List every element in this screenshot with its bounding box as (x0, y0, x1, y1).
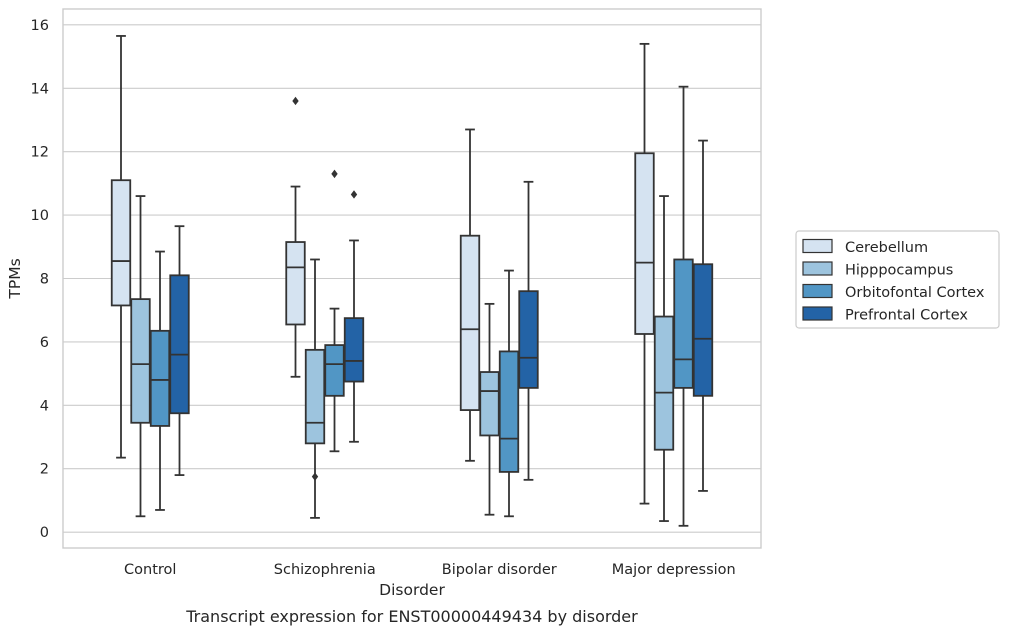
box-body (634, 152, 655, 335)
box (518, 180, 539, 481)
y-tick-label: 2 (40, 462, 49, 478)
box (169, 225, 190, 476)
y-tick-label: 0 (40, 525, 49, 541)
box-body (304, 348, 326, 445)
box (110, 35, 132, 459)
y-tick-labels: 0 2 4 6 8 10 12 14 16 (31, 18, 49, 541)
box (692, 139, 714, 492)
x-tick-labels: Control Schizophrenia Bipolar disorder Majo… (124, 562, 736, 578)
boxes (110, 35, 714, 527)
box-body (169, 274, 190, 415)
outlier-point (350, 190, 358, 199)
box (149, 250, 171, 511)
box-body (343, 317, 365, 383)
legend-swatch (802, 261, 833, 276)
chart-caption: Transcript expression for ENST0000044943… (185, 607, 638, 626)
box (479, 302, 500, 516)
y-tick-label: 4 (40, 398, 49, 414)
box-body (692, 263, 714, 397)
box-body (518, 290, 539, 389)
x-tick-label: Major depression (612, 562, 736, 578)
box (634, 42, 655, 505)
box-body (479, 371, 500, 437)
legend-box (795, 230, 1000, 329)
box-body (324, 344, 345, 397)
outlier-point (292, 96, 299, 106)
box (343, 190, 365, 443)
box (304, 258, 326, 519)
x-tick-label: Control (124, 562, 176, 578)
box-body (110, 179, 132, 307)
legend-label: Cerebellum (845, 240, 928, 256)
y-tick-label: 12 (31, 145, 49, 161)
grid-lines (63, 24, 761, 533)
box-body (498, 350, 520, 473)
x-tick-label: Bipolar disorder (442, 562, 557, 578)
legend-label: Orbitofontal Cortex (845, 285, 985, 301)
box-body (653, 315, 675, 451)
x-axis-label: Disorder (379, 581, 445, 599)
outlier-point (331, 169, 338, 179)
legend-label: Hipppocampus (845, 263, 953, 279)
box-body (149, 329, 171, 427)
y-tick-label: 10 (31, 208, 49, 224)
legend: Cerebellum Hipppocampus Orbitofontal Corte… (795, 230, 1000, 329)
box-body (285, 241, 306, 326)
y-tick-label: 8 (40, 272, 49, 288)
legend-swatch (802, 306, 833, 321)
outlier-point (311, 472, 319, 481)
y-tick-label: 14 (31, 81, 49, 97)
plot-frame (62, 8, 762, 549)
legend-label: Prefrontal Cortex (845, 308, 968, 324)
legend-swatch (802, 238, 833, 254)
box (130, 195, 151, 518)
legend-swatch (802, 283, 833, 299)
box (459, 128, 481, 462)
box (653, 195, 675, 522)
y-tick-label: 16 (31, 18, 49, 34)
box (324, 169, 345, 453)
box (285, 96, 306, 378)
y-tick-label: 6 (40, 335, 49, 351)
box (498, 269, 520, 518)
y-axis-label: TPMs (6, 258, 24, 299)
box-body (459, 234, 481, 411)
box (673, 85, 694, 527)
x-tick-label: Schizophrenia (274, 562, 376, 578)
box-body (673, 258, 694, 389)
box-body (130, 298, 151, 424)
